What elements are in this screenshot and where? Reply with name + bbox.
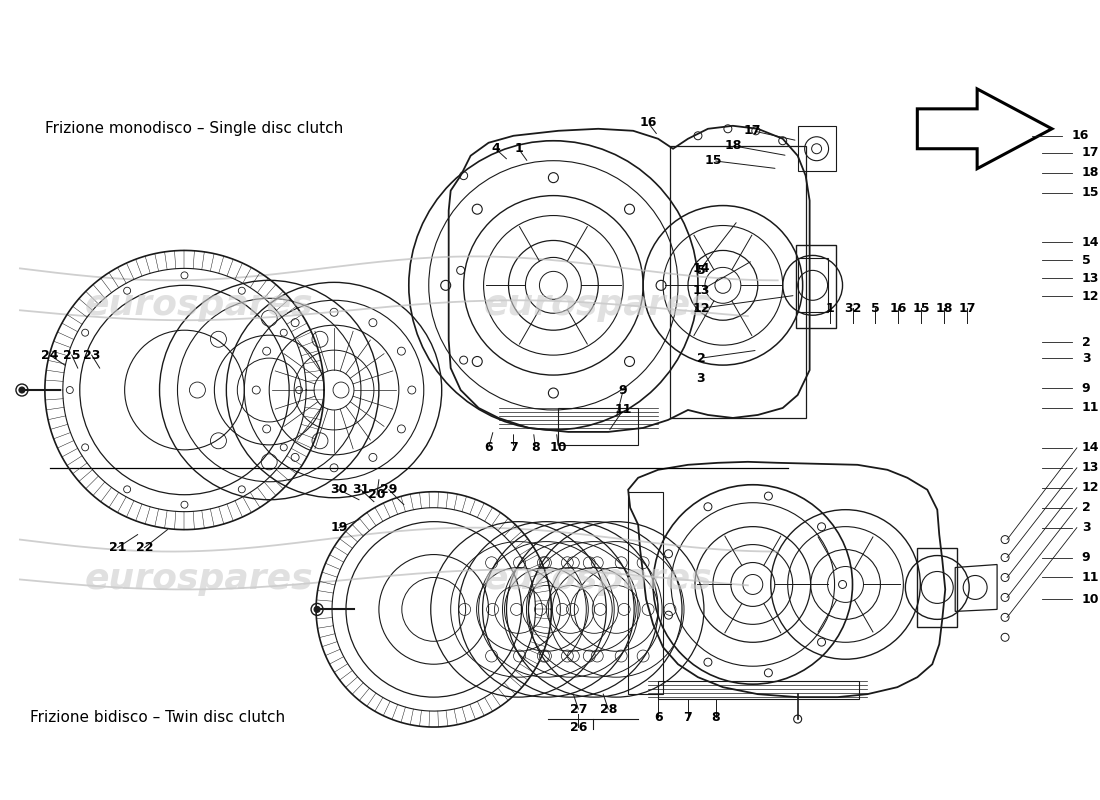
Text: 12: 12 bbox=[1081, 482, 1099, 494]
Text: 18: 18 bbox=[724, 139, 741, 152]
Text: eurospares: eurospares bbox=[85, 288, 313, 322]
Text: 18: 18 bbox=[936, 302, 953, 314]
Text: 6: 6 bbox=[484, 442, 493, 454]
Text: 9: 9 bbox=[1081, 551, 1090, 564]
Text: eurospares: eurospares bbox=[484, 562, 713, 597]
Text: 1: 1 bbox=[825, 302, 834, 314]
Text: 16: 16 bbox=[890, 302, 908, 314]
Text: eurospares: eurospares bbox=[85, 562, 313, 597]
Text: 16: 16 bbox=[639, 116, 657, 130]
Text: 30: 30 bbox=[330, 483, 348, 496]
Text: 16: 16 bbox=[1071, 130, 1089, 142]
Text: 13: 13 bbox=[1081, 462, 1099, 474]
Text: 26: 26 bbox=[570, 721, 587, 734]
Text: 10: 10 bbox=[1081, 593, 1099, 606]
Text: 5: 5 bbox=[696, 264, 705, 277]
Text: 11: 11 bbox=[615, 403, 631, 417]
Text: eurospares: eurospares bbox=[484, 288, 713, 322]
Text: 1: 1 bbox=[514, 142, 522, 155]
Text: 8: 8 bbox=[712, 710, 720, 723]
Text: 15: 15 bbox=[704, 154, 722, 167]
Text: 13: 13 bbox=[1081, 272, 1099, 285]
Text: 24: 24 bbox=[41, 349, 58, 362]
Text: 12: 12 bbox=[1081, 290, 1099, 303]
Text: 15: 15 bbox=[1081, 186, 1099, 199]
Text: 27: 27 bbox=[570, 702, 587, 715]
Text: 28: 28 bbox=[600, 702, 617, 715]
Text: 6: 6 bbox=[653, 710, 662, 723]
Text: 3: 3 bbox=[1081, 521, 1090, 534]
Text: 13: 13 bbox=[692, 284, 710, 297]
Circle shape bbox=[19, 387, 25, 393]
Text: 7: 7 bbox=[683, 710, 692, 723]
Text: 5: 5 bbox=[871, 302, 880, 314]
Text: 2: 2 bbox=[696, 352, 705, 365]
Text: 3: 3 bbox=[696, 371, 705, 385]
Text: Frizione monodisco – Single disc clutch: Frizione monodisco – Single disc clutch bbox=[45, 122, 343, 136]
Text: 29: 29 bbox=[381, 483, 397, 496]
Text: 7: 7 bbox=[509, 442, 518, 454]
Text: 9: 9 bbox=[619, 383, 627, 397]
Text: 8: 8 bbox=[531, 442, 540, 454]
Polygon shape bbox=[917, 89, 1052, 169]
Text: 11: 11 bbox=[1081, 571, 1099, 584]
Text: 12: 12 bbox=[692, 302, 710, 314]
Text: 25: 25 bbox=[63, 349, 80, 362]
Text: 32: 32 bbox=[844, 302, 861, 314]
Text: 9: 9 bbox=[1081, 382, 1090, 394]
Text: 14: 14 bbox=[692, 262, 710, 275]
Text: 14: 14 bbox=[1081, 442, 1099, 454]
Text: 17: 17 bbox=[1081, 146, 1099, 159]
Text: Frizione bidisco – Twin disc clutch: Frizione bidisco – Twin disc clutch bbox=[30, 710, 285, 725]
Text: 3: 3 bbox=[1081, 352, 1090, 365]
Text: 21: 21 bbox=[109, 541, 126, 554]
Text: 18: 18 bbox=[1081, 166, 1099, 179]
Text: 2: 2 bbox=[1081, 336, 1090, 349]
Text: 17: 17 bbox=[958, 302, 976, 314]
Text: 5: 5 bbox=[1081, 254, 1090, 267]
Text: 10: 10 bbox=[550, 442, 568, 454]
Text: 17: 17 bbox=[744, 124, 761, 138]
Circle shape bbox=[315, 606, 320, 612]
Text: 4: 4 bbox=[492, 142, 499, 155]
Text: 31: 31 bbox=[352, 483, 370, 496]
Text: 23: 23 bbox=[82, 349, 100, 362]
Text: 11: 11 bbox=[1081, 402, 1099, 414]
Text: 19: 19 bbox=[330, 521, 348, 534]
Text: 20: 20 bbox=[368, 488, 386, 502]
Text: 22: 22 bbox=[135, 541, 153, 554]
Text: 14: 14 bbox=[1081, 236, 1099, 249]
Text: 15: 15 bbox=[913, 302, 931, 314]
Text: 2: 2 bbox=[1081, 501, 1090, 514]
